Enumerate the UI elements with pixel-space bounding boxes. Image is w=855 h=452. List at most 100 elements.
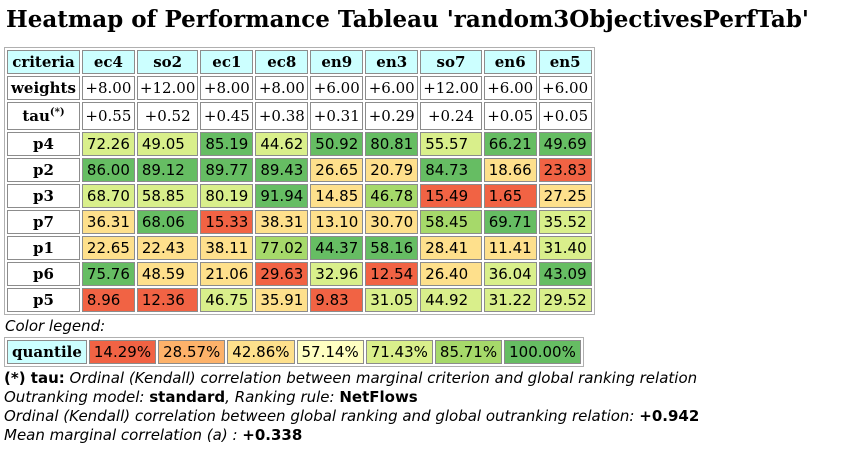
value-cell: 43.09	[538, 262, 592, 286]
model-label: Outranking model:	[4, 388, 150, 406]
value-cell: 35.91	[255, 288, 309, 312]
value-cell: 49.69	[538, 132, 592, 156]
mean-value: +0.338	[242, 426, 303, 444]
notes: (*) tau: Ordinal (Kendall) correlation b…	[4, 369, 855, 445]
tau-cell: +0.05	[538, 102, 592, 130]
weight-cell: +6.00	[365, 76, 419, 100]
criterion-header: ec4	[81, 50, 135, 74]
value-cell: 12.36	[136, 288, 199, 312]
value-cell: 8.96	[81, 288, 135, 312]
value-cell: 75.76	[81, 262, 135, 286]
value-cell: 58.45	[420, 210, 482, 234]
value-cell: 85.19	[200, 132, 254, 156]
value-cell: 32.96	[310, 262, 364, 286]
value-cell: 38.31	[255, 210, 309, 234]
value-cell: 11.41	[483, 236, 537, 260]
value-cell: 80.19	[200, 184, 254, 208]
value-cell: 48.59	[136, 262, 199, 286]
value-cell: 44.62	[255, 132, 309, 156]
value-cell: 27.25	[538, 184, 592, 208]
value-cell: 89.12	[136, 158, 199, 182]
value-cell: 55.57	[420, 132, 482, 156]
rule-label: , Ranking rule:	[225, 388, 340, 406]
value-cell: 15.33	[200, 210, 254, 234]
weight-cell: +6.00	[538, 76, 592, 100]
weight-cell: +6.00	[310, 76, 364, 100]
value-cell: 50.92	[310, 132, 364, 156]
weight-cell: +8.00	[200, 76, 254, 100]
ordinal-value: +0.942	[639, 407, 700, 425]
tau-row: tau(*) +0.55 +0.52 +0.45 +0.38 +0.31 +0.29 +0.…	[7, 102, 592, 130]
criterion-header: so2	[136, 50, 199, 74]
table-row: p5 8.96 12.36 46.75 35.91 9.83 31.05 44.92 31.22…	[7, 288, 592, 312]
value-cell: 9.83	[310, 288, 364, 312]
tau-marker: (*)	[49, 107, 65, 118]
model-value: standard	[149, 388, 226, 406]
tau-cell: +0.31	[310, 102, 364, 130]
legend-title: Color legend:	[5, 317, 106, 335]
value-cell: 13.10	[310, 210, 364, 234]
value-cell: 29.63	[255, 262, 309, 286]
legend-swatch: 28.57%	[158, 340, 226, 364]
legend-swatch: 85.71%	[434, 340, 503, 364]
row-header: p3	[7, 184, 80, 208]
value-cell: 18.66	[483, 158, 537, 182]
tau-cell: +0.45	[200, 102, 254, 130]
value-cell: 35.52	[538, 210, 592, 234]
value-cell: 31.05	[365, 288, 419, 312]
tau-label-text: tau	[22, 107, 50, 125]
row-header: p2	[7, 158, 80, 182]
tau-note-text: Ordinal (Kendall) correlation between ma…	[64, 369, 698, 387]
rule-value: NetFlows	[339, 388, 418, 406]
page-title: Heatmap of Performance Tableau 'random3O…	[6, 6, 809, 33]
value-cell: 58.16	[365, 236, 419, 260]
criterion-header: ec1	[200, 50, 254, 74]
model-note: Outranking model: standard, Ranking rule…	[4, 388, 855, 407]
mean-note: Mean marginal correlation (a) : +0.338	[4, 426, 855, 445]
criterion-header: en5	[538, 50, 592, 74]
value-cell: 68.70	[81, 184, 135, 208]
tau-cell: +0.52	[136, 102, 199, 130]
value-cell: 44.92	[420, 288, 482, 312]
value-cell: 31.40	[538, 236, 592, 260]
criterion-header: ec8	[255, 50, 309, 74]
table-row: p2 86.00 89.12 89.77 89.43 26.65 20.79 84.73 18.…	[7, 158, 592, 182]
value-cell: 89.77	[200, 158, 254, 182]
ordinal-note: Ordinal (Kendall) correlation between gl…	[4, 407, 855, 426]
value-cell: 29.52	[538, 288, 592, 312]
value-cell: 21.06	[200, 262, 254, 286]
row-header: p4	[7, 132, 80, 156]
value-cell: 77.02	[255, 236, 309, 260]
value-cell: 22.65	[81, 236, 135, 260]
criteria-label: criteria	[7, 50, 80, 74]
value-cell: 28.41	[420, 236, 482, 260]
value-cell: 49.05	[136, 132, 199, 156]
value-cell: 86.00	[81, 158, 135, 182]
legend-swatch: 42.86%	[227, 340, 295, 364]
legend-label: quantile	[7, 340, 87, 364]
row-header: p6	[7, 262, 80, 286]
tau-cell: +0.24	[420, 102, 482, 130]
row-header: p1	[7, 236, 80, 260]
value-cell: 89.43	[255, 158, 309, 182]
color-legend: quantile 14.29% 28.57% 42.86% 57.14% 71.43% 8…	[4, 337, 584, 367]
table-row: p3 68.70 58.85 80.19 91.94 14.85 46.78 15.49 1.6…	[7, 184, 592, 208]
tau-cell: +0.05	[483, 102, 537, 130]
value-cell: 69.71	[483, 210, 537, 234]
value-cell: 23.83	[538, 158, 592, 182]
ordinal-label: Ordinal (Kendall) correlation between gl…	[4, 407, 640, 425]
table-row: p4 72.26 49.05 85.19 44.62 50.92 80.81 55.57 66.…	[7, 132, 592, 156]
value-cell: 68.06	[136, 210, 199, 234]
weight-cell: +8.00	[255, 76, 309, 100]
tau-cell: +0.38	[255, 102, 309, 130]
value-cell: 46.75	[200, 288, 254, 312]
value-cell: 58.85	[136, 184, 199, 208]
value-cell: 80.81	[365, 132, 419, 156]
value-cell: 66.21	[483, 132, 537, 156]
tau-note: (*) tau: Ordinal (Kendall) correlation b…	[4, 369, 855, 388]
criterion-header: so7	[420, 50, 482, 74]
value-cell: 12.54	[365, 262, 419, 286]
legend-swatch: 57.14%	[296, 340, 364, 364]
value-cell: 46.78	[365, 184, 419, 208]
